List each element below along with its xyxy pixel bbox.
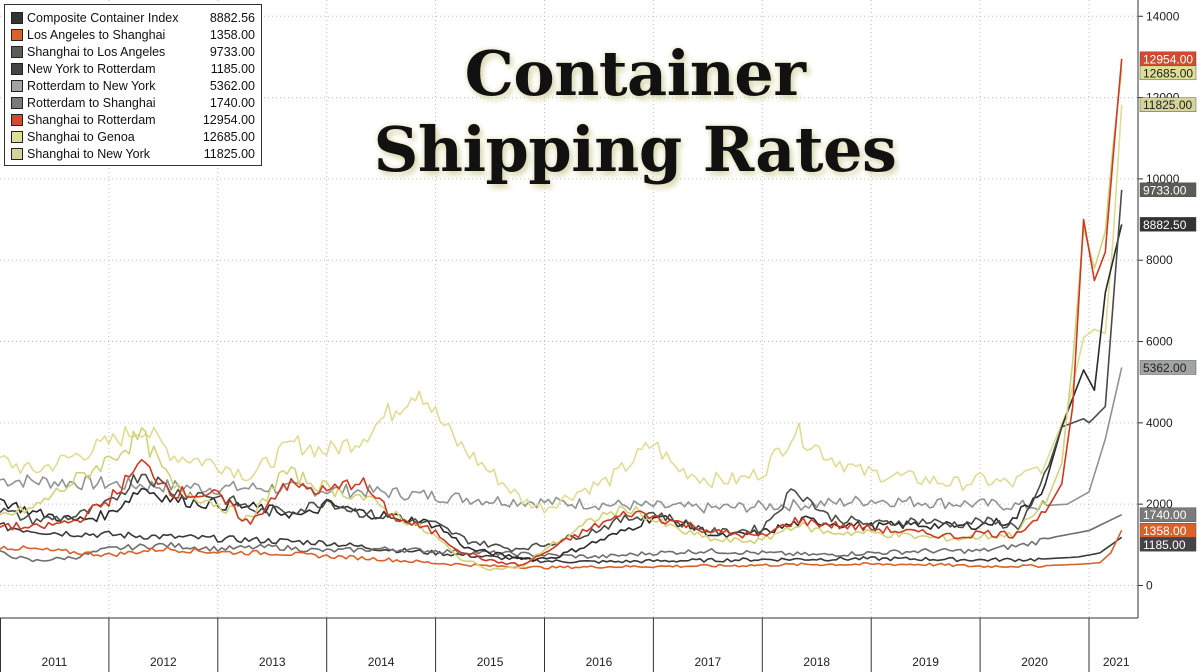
- legend-series-name: Rotterdam to Shanghai: [27, 95, 156, 110]
- legend-swatch: [11, 11, 23, 24]
- legend-series-name: Shanghai to Los Angeles: [27, 44, 166, 59]
- last-value-label: 12954.00: [1139, 51, 1197, 66]
- last-value-label-bg: [1139, 507, 1197, 522]
- x-tick-label: 2013: [259, 655, 286, 669]
- last-value-label-bg: [1139, 65, 1197, 81]
- legend-swatch: [11, 113, 23, 126]
- y-tick-label: 8000: [1146, 253, 1173, 267]
- last-value-label-text: 8882.50: [1143, 218, 1187, 232]
- last-value-label-bg: [1139, 360, 1197, 375]
- legend-series-value: 8882.56: [209, 10, 255, 25]
- last-value-label-text: 11825.00: [1143, 98, 1192, 112]
- series-line: [0, 529, 1123, 570]
- legend-item: New York to Rotterdam 1185.00: [11, 60, 255, 77]
- x-tick-label: 2014: [368, 655, 395, 669]
- x-tick-label: 2018: [803, 655, 830, 669]
- x-tick-label: 2016: [586, 655, 613, 669]
- x-axis: 2011 2012 2013 2014 2015 2016 2017 2018 2019 2020…: [0, 617, 1138, 672]
- legend-swatch: [11, 62, 23, 75]
- last-value-label-text: 1185.00: [1143, 538, 1186, 552]
- legend-item: Los Angeles to Shanghai 1358.00: [11, 26, 255, 43]
- last-value-label-bg: [1139, 217, 1197, 232]
- x-tick-label: 2012: [150, 655, 177, 669]
- last-value-label-text: 1358.00: [1143, 524, 1187, 538]
- y-tick-label: 4000: [1146, 416, 1173, 430]
- legend-item: Rotterdam to Shanghai 1740.00: [11, 94, 255, 111]
- chart-legend: Composite Container Index 8882.56 Los Ang…: [4, 4, 262, 166]
- x-tick-label: 2015: [477, 655, 504, 669]
- last-value-label: 11825.00: [1139, 97, 1197, 112]
- last-value-label-bg: [1139, 182, 1197, 198]
- legend-series-name: Shanghai to Genoa: [27, 129, 135, 144]
- legend-series-value: 9733.00: [209, 44, 255, 59]
- x-tick-label: 2019: [912, 655, 939, 669]
- y-tick-label: 6000: [1146, 335, 1173, 349]
- legend-swatch: [11, 96, 23, 109]
- chart-title-line-2: Shipping Rates: [373, 113, 897, 186]
- last-value-label: 5362.00: [1139, 360, 1197, 375]
- last-value-label: 1740.00: [1139, 507, 1197, 522]
- x-tick-label: 2021: [1103, 655, 1130, 669]
- last-value-label: 1358.00: [1139, 523, 1197, 538]
- chart-title: Container Shipping Rates: [340, 36, 930, 188]
- last-value-label-text: 12685.00: [1143, 66, 1193, 80]
- y-tick-label: 14000: [1146, 9, 1180, 23]
- legend-series-name: Los Angeles to Shanghai: [27, 27, 166, 42]
- legend-series-name: Shanghai to New York: [27, 146, 151, 161]
- legend-item: Rotterdam to New York 5362.00: [11, 77, 255, 94]
- x-tick-label: 2017: [694, 655, 721, 669]
- legend-series-name: Shanghai to Rotterdam: [27, 112, 156, 127]
- series-lines: [0, 58, 1123, 572]
- legend-series-name: New York to Rotterdam: [27, 61, 156, 76]
- last-value-label: 9733.00: [1139, 182, 1197, 198]
- legend-item: Composite Container Index 8882.56: [11, 9, 255, 26]
- legend-item: Shanghai to New York 11825.00: [11, 145, 255, 162]
- series-line: [0, 224, 1123, 562]
- legend-series-name: Composite Container Index: [27, 10, 179, 25]
- x-tick-label: 2011: [42, 655, 68, 669]
- last-value-label-text: 1740.00: [1143, 508, 1187, 522]
- last-value-label: 12685.00: [1139, 65, 1197, 81]
- legend-series-name: Rotterdam to New York: [27, 78, 156, 93]
- last-value-label-bg: [1139, 97, 1197, 112]
- legend-series-value: 5362.00: [209, 78, 255, 93]
- legend-swatch: [11, 79, 23, 92]
- last-value-label-text: 12954.00: [1143, 52, 1193, 66]
- legend-series-value: 1185.00: [210, 61, 255, 76]
- legend-series-value: 1740.00: [209, 95, 255, 110]
- legend-swatch: [11, 45, 23, 58]
- legend-swatch: [11, 130, 23, 143]
- legend-item: Shanghai to Los Angeles 9733.00: [11, 43, 255, 60]
- legend-swatch: [11, 28, 23, 41]
- series-line: [0, 104, 1123, 514]
- legend-series-value: 1358.00: [209, 27, 255, 42]
- chart-title-line-1: Container: [464, 37, 806, 110]
- x-tick-label: 2020: [1021, 655, 1048, 669]
- last-value-label-text: 9733.00: [1143, 183, 1187, 197]
- last-value-label: 1185.00: [1139, 537, 1197, 552]
- last-value-label-text: 5362.00: [1143, 361, 1187, 375]
- legend-item: Shanghai to Rotterdam 12954.00: [11, 111, 255, 128]
- legend-swatch: [11, 147, 23, 160]
- y-tick-label: 0: [1146, 578, 1153, 592]
- legend-series-value: 12685.00: [202, 129, 255, 144]
- legend-item: Shanghai to Genoa 12685.00: [11, 128, 255, 145]
- legend-series-value: 11825.00: [203, 146, 255, 161]
- last-value-label: 8882.50: [1139, 217, 1197, 232]
- last-value-label-bg: [1139, 537, 1197, 552]
- series-line: [0, 367, 1123, 514]
- legend-series-value: 12954.00: [202, 112, 255, 127]
- series-line: [0, 522, 1123, 564]
- series-line: [0, 189, 1123, 553]
- y-tick-label: 10000: [1146, 172, 1180, 186]
- series-line: [0, 58, 1123, 567]
